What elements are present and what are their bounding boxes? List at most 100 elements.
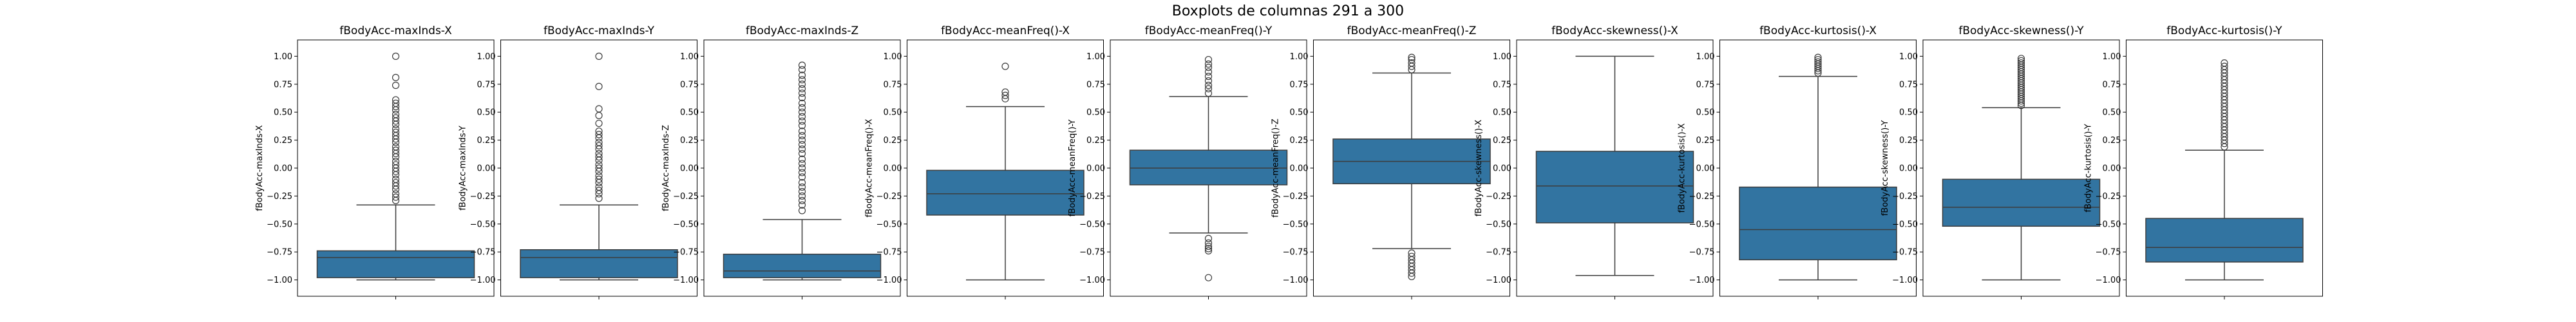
y-tick-label: 0.75 — [1899, 80, 1918, 90]
y-tick-label: 1.00 — [477, 52, 496, 62]
panels: fBodyAcc-maxInds-X −1.00 −0.75 −0.50 −0.25 0.… — [255, 24, 2323, 299]
y-tick-label: −0.50 — [267, 220, 292, 229]
panel-title: fBodyAcc-maxInds-X — [339, 24, 452, 37]
outlier-point — [798, 178, 806, 187]
outlier-point — [595, 153, 603, 161]
outlier-point — [798, 140, 806, 149]
panel-title: fBodyAcc-kurtosis()-Y — [2166, 24, 2282, 37]
y-tick-label: −0.25 — [876, 192, 902, 202]
outlier-point — [798, 71, 806, 79]
y-axis-label: fBodyAcc-skewness()-Y — [1880, 120, 1890, 216]
y-tick-label: 0.75 — [274, 80, 292, 90]
y-tick-label: 0.00 — [2103, 164, 2121, 174]
outlier-point — [595, 82, 603, 90]
y-tick-label: −0.25 — [267, 192, 292, 202]
outlier-point — [595, 172, 603, 180]
y-tick-label: −1.00 — [1486, 276, 1511, 285]
outlier-point — [1204, 73, 1213, 80]
outlier-point — [595, 119, 603, 128]
y-tick-label: −0.75 — [876, 248, 902, 258]
outlier-point — [1204, 247, 1213, 255]
outlier-point — [1204, 68, 1213, 76]
outlier-point — [798, 173, 806, 181]
outlier-point — [798, 149, 806, 158]
y-tick-label: 0.75 — [2103, 80, 2121, 90]
iqr-box — [316, 250, 475, 278]
y-tick-label: 0.00 — [1696, 164, 1715, 174]
y-axis-label: fBodyAcc-skewness()-X — [1474, 120, 1484, 216]
outlier-point — [798, 155, 806, 163]
y-tick-label: −0.75 — [2096, 248, 2121, 258]
y-tick-label: 0.25 — [680, 136, 699, 146]
y-tick-label: −1.00 — [267, 276, 292, 285]
y-tick-label: −0.50 — [1892, 220, 1918, 229]
y-tick-label: −1.00 — [1079, 276, 1105, 285]
outlier-point — [1204, 77, 1213, 85]
outlier-point — [1204, 239, 1213, 247]
outlier-point — [392, 175, 400, 183]
outlier-point — [1204, 60, 1213, 68]
iqr-box — [2145, 218, 2304, 263]
outlier-point — [392, 146, 400, 154]
y-tick-label: 0.00 — [477, 164, 496, 174]
y-tick-label: 1.00 — [680, 52, 699, 62]
panel-title: fBodyAcc-skewness()-Y — [1958, 24, 2084, 37]
y-tick-label: −1.00 — [1892, 276, 1918, 285]
outlier-point — [1204, 245, 1213, 252]
y-tick-label: 1.00 — [1696, 52, 1715, 62]
panel-title: fBodyAcc-kurtosis()-X — [1759, 24, 1877, 37]
y-tick-label: 0.75 — [477, 80, 496, 90]
y-tick-label: 1.00 — [2103, 52, 2121, 62]
y-tick-label: −0.50 — [1689, 220, 1715, 229]
panel-title: fBodyAcc-meanFreq()-Y — [1145, 24, 1273, 37]
iqr-box — [1942, 178, 2101, 227]
outlier-point — [1204, 234, 1213, 242]
y-tick-label: −0.75 — [1689, 248, 1715, 258]
outlier-point — [798, 85, 806, 93]
outlier-point — [798, 66, 806, 73]
outlier-point — [798, 183, 806, 191]
y-axis-label: fBodyAcc-kurtosis()-Y — [2084, 124, 2094, 212]
outlier-point — [1204, 81, 1213, 90]
y-tick-label: −1.00 — [876, 276, 902, 285]
outlier-point — [798, 160, 806, 167]
y-tick-label: 0.50 — [680, 108, 699, 118]
outlier-point — [595, 128, 603, 135]
outlier-point — [798, 94, 806, 102]
outlier-point — [595, 183, 603, 191]
boxplot-panel: fBodyAcc-maxInds-Z −1.00 −0.75 −0.50 −0.25 0.… — [661, 24, 901, 299]
boxplot-panel: fBodyAcc-kurtosis()-Y −1.00 −0.75 −0.50 −0.2… — [2084, 24, 2323, 299]
y-axis-label: fBodyAcc-maxInds-Y — [459, 126, 468, 211]
outlier-point — [1001, 91, 1009, 99]
y-tick-label: 0.50 — [1290, 108, 1309, 118]
outlier-point — [392, 111, 400, 118]
outlier-point — [595, 175, 603, 183]
iqr-box — [1535, 151, 1694, 223]
outlier-point — [595, 131, 603, 138]
outlier-point — [798, 187, 806, 196]
y-tick-label: 0.25 — [1290, 136, 1309, 146]
boxplot-panel: fBodyAcc-meanFreq()-Z −1.00 −0.75 −0.50 −0.2… — [1271, 24, 1510, 299]
outlier-point — [392, 178, 400, 187]
boxplot-panel: fBodyAcc-skewness()-Y −1.00 −0.75 −0.50 −0.2… — [1880, 24, 2120, 299]
y-tick-label: −1.00 — [1283, 276, 1309, 285]
iqr-box — [1129, 149, 1288, 185]
outlier-point — [1408, 55, 1416, 64]
y-tick-label: −0.50 — [1283, 220, 1309, 229]
y-tick-label: 0.25 — [274, 136, 292, 146]
y-tick-label: −0.50 — [673, 220, 699, 229]
outlier-point — [1408, 272, 1416, 281]
outlier-point — [595, 187, 603, 194]
y-tick-label: −1.00 — [470, 276, 496, 285]
y-tick-label: 0.25 — [1086, 136, 1105, 146]
boxplot-panel: fBodyAcc-skewness()-X −1.00 −0.75 −0.50 −0.2… — [1474, 24, 1714, 299]
outlier-point — [2017, 57, 2025, 64]
outlier-point — [2221, 62, 2228, 70]
outlier-point — [798, 99, 806, 107]
outlier-point — [392, 73, 400, 81]
outlier-point — [1204, 90, 1213, 97]
y-tick-label: 0.75 — [1493, 80, 1511, 90]
y-axis-label: fBodyAcc-meanFreq()-Y — [1068, 119, 1077, 216]
boxplot-panel: fBodyAcc-meanFreq()-Y −1.00 −0.75 −0.50 −0.2… — [1068, 24, 1307, 299]
